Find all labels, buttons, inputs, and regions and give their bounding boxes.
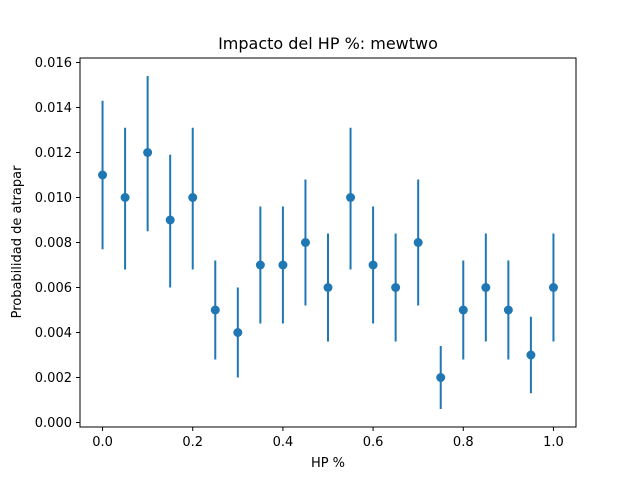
data-point [98,170,108,180]
data-point [210,305,220,315]
data-point [481,283,491,292]
y-tick-label: 0.004 [35,326,72,341]
data-point [188,193,198,202]
data-point [391,283,401,292]
data-point [300,238,310,247]
x-tick-label: 0.2 [182,435,203,450]
data-point [255,260,265,270]
data-point [165,215,175,225]
data-point [458,305,468,315]
y-tick-label: 0.006 [35,281,72,296]
y-tick-label: 0.014 [35,101,72,116]
data-point [323,283,333,292]
data-point [413,238,423,247]
x-tick-label: 0.0 [92,435,113,450]
x-tick-label: 0.6 [363,435,384,450]
y-tick-label: 0.008 [35,236,72,251]
data-point [503,305,513,315]
x-axis-ticks: 0.0 0.2 0.4 0.6 0.8 1.0 [92,427,564,450]
data-point [436,373,446,382]
y-axis-label: Probabilidad de atrapar [10,165,25,319]
x-tick-label: 0.8 [453,435,474,450]
data-point [278,260,288,270]
y-tick-label: 0.000 [35,416,72,431]
x-axis-label: HP % [311,456,345,471]
y-tick-label: 0.010 [35,191,72,206]
plot-marks [98,76,558,409]
y-tick-label: 0.012 [35,146,72,161]
y-tick-label: 0.016 [35,56,72,71]
plot-frame [79,57,577,428]
y-tick-label: 0.002 [35,371,72,386]
data-point [120,193,130,202]
data-point [233,328,243,337]
data-point [548,283,558,292]
chart-title: Impacto del HP %: mewtwo [218,34,438,53]
x-tick-label: 1.0 [543,435,564,450]
data-point [143,148,153,157]
data-point [346,193,356,202]
y-axis-ticks: 0.000 0.002 0.004 0.006 0.008 0.010 0.012 0.014… [35,56,80,431]
data-point [368,260,378,270]
data-point [526,350,536,360]
x-tick-label: 0.4 [273,435,294,450]
